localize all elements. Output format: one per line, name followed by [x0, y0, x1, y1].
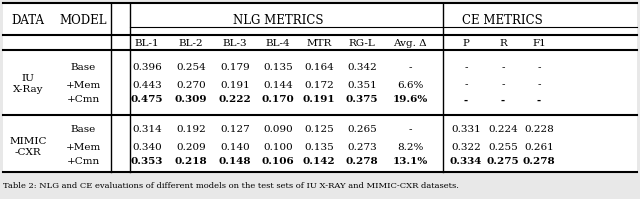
Text: 0.148: 0.148 — [219, 157, 252, 167]
Text: 0.340: 0.340 — [132, 142, 162, 151]
Text: Base: Base — [70, 63, 95, 72]
Text: BL-1: BL-1 — [134, 38, 159, 48]
Text: 0.396: 0.396 — [132, 63, 162, 72]
Text: -: - — [464, 81, 468, 90]
Text: 0.164: 0.164 — [304, 63, 334, 72]
Text: 0.270: 0.270 — [176, 81, 206, 90]
Text: 0.191: 0.191 — [303, 96, 335, 104]
Text: BL-4: BL-4 — [266, 38, 291, 48]
Text: -: - — [408, 63, 412, 72]
Text: 0.142: 0.142 — [303, 157, 335, 167]
Text: 0.342: 0.342 — [347, 63, 377, 72]
Text: 0.222: 0.222 — [219, 96, 252, 104]
Text: 0.125: 0.125 — [304, 126, 334, 135]
Text: 13.1%: 13.1% — [392, 157, 428, 167]
Text: 0.351: 0.351 — [347, 81, 377, 90]
Text: 0.255: 0.255 — [488, 142, 518, 151]
Text: MODEL: MODEL — [60, 14, 107, 26]
Text: IU
X-Ray: IU X-Ray — [13, 74, 44, 94]
Text: 19.6%: 19.6% — [392, 96, 428, 104]
Text: P: P — [463, 38, 469, 48]
Text: 0.334: 0.334 — [450, 157, 482, 167]
Text: 0.172: 0.172 — [304, 81, 334, 90]
Text: 0.140: 0.140 — [220, 142, 250, 151]
Text: 0.254: 0.254 — [176, 63, 206, 72]
Text: 0.090: 0.090 — [263, 126, 293, 135]
Text: 0.273: 0.273 — [347, 142, 377, 151]
Text: 6.6%: 6.6% — [397, 81, 423, 90]
Text: MTR: MTR — [307, 38, 332, 48]
Text: 0.275: 0.275 — [486, 157, 519, 167]
Text: -: - — [501, 63, 505, 72]
Text: 0.265: 0.265 — [347, 126, 377, 135]
Text: +Mem: +Mem — [65, 142, 100, 151]
Bar — [3, 3, 637, 172]
Text: Avg. Δ: Avg. Δ — [393, 38, 427, 48]
Text: 0.179: 0.179 — [220, 63, 250, 72]
Text: 0.144: 0.144 — [263, 81, 293, 90]
Text: +Cmn: +Cmn — [67, 96, 100, 104]
Text: -: - — [408, 126, 412, 135]
Text: -: - — [537, 96, 541, 104]
Text: 0.106: 0.106 — [262, 157, 294, 167]
Text: 0.322: 0.322 — [451, 142, 481, 151]
Text: BL-2: BL-2 — [179, 38, 204, 48]
Text: 0.314: 0.314 — [132, 126, 162, 135]
Text: 0.127: 0.127 — [220, 126, 250, 135]
Text: +Cmn: +Cmn — [67, 157, 100, 167]
Text: 0.375: 0.375 — [346, 96, 378, 104]
Text: 0.100: 0.100 — [263, 142, 293, 151]
Text: 0.353: 0.353 — [131, 157, 163, 167]
Text: 0.475: 0.475 — [131, 96, 163, 104]
Text: 0.309: 0.309 — [175, 96, 207, 104]
Text: 0.135: 0.135 — [304, 142, 334, 151]
Text: Base: Base — [70, 126, 95, 135]
Text: -: - — [501, 81, 505, 90]
Text: -: - — [464, 63, 468, 72]
Text: MIMIC
-CXR: MIMIC -CXR — [9, 137, 47, 157]
Text: DATA: DATA — [12, 14, 45, 26]
Text: 0.191: 0.191 — [220, 81, 250, 90]
Text: CE METRICS: CE METRICS — [462, 14, 543, 26]
Text: -: - — [537, 81, 541, 90]
Text: Table 2: NLG and CE evaluations of different models on the test sets of IU X-RAY: Table 2: NLG and CE evaluations of diffe… — [3, 182, 459, 190]
Text: 0.261: 0.261 — [524, 142, 554, 151]
Text: 0.443: 0.443 — [132, 81, 162, 90]
Text: 0.278: 0.278 — [523, 157, 556, 167]
Text: 8.2%: 8.2% — [397, 142, 423, 151]
Text: F1: F1 — [532, 38, 546, 48]
Text: 0.331: 0.331 — [451, 126, 481, 135]
Text: NLG METRICS: NLG METRICS — [233, 14, 324, 26]
Text: -: - — [464, 96, 468, 104]
Text: 0.278: 0.278 — [346, 157, 378, 167]
Text: 0.224: 0.224 — [488, 126, 518, 135]
Text: 0.209: 0.209 — [176, 142, 206, 151]
Text: 0.135: 0.135 — [263, 63, 293, 72]
Text: 0.192: 0.192 — [176, 126, 206, 135]
Text: BL-3: BL-3 — [223, 38, 247, 48]
Text: -: - — [537, 63, 541, 72]
Text: RG-L: RG-L — [349, 38, 376, 48]
Text: R: R — [499, 38, 507, 48]
Text: 0.218: 0.218 — [175, 157, 207, 167]
Text: 0.228: 0.228 — [524, 126, 554, 135]
Text: +Mem: +Mem — [65, 81, 100, 90]
Text: -: - — [501, 96, 505, 104]
Text: 0.170: 0.170 — [262, 96, 294, 104]
